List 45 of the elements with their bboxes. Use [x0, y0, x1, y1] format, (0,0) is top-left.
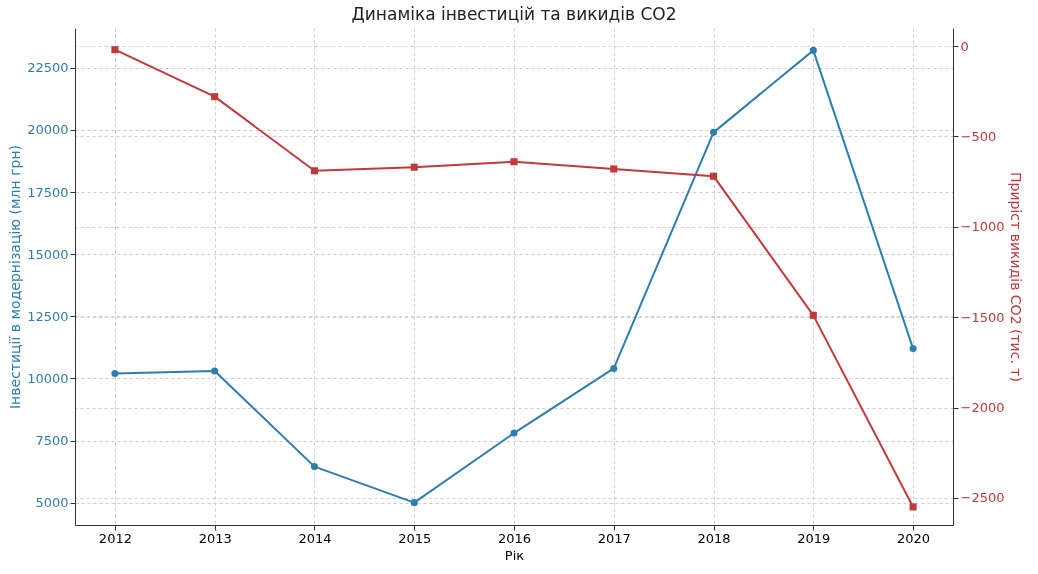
point	[211, 93, 219, 101]
point	[909, 503, 917, 511]
point	[410, 499, 418, 507]
point	[610, 364, 618, 372]
x-tick-label: 2017	[597, 530, 631, 546]
y2-tick-label: −2500	[960, 490, 1005, 506]
y-axis-title: Інвестиції в модернізацію (млн грн)	[7, 144, 24, 410]
point	[510, 429, 518, 437]
point	[710, 128, 718, 136]
point	[510, 158, 518, 166]
point	[610, 165, 618, 173]
y-tick-label: 22500	[27, 60, 69, 76]
y-tick-label: 20000	[27, 122, 69, 138]
y2-axis-title: Приріст викидів CO2 (тис. т)	[1008, 172, 1025, 382]
point	[111, 369, 119, 377]
point	[310, 463, 318, 471]
x-tick-label: 2013	[198, 530, 232, 546]
y-tick-label: 15000	[27, 246, 69, 262]
y2-tick-label: −1000	[960, 219, 1005, 235]
x-tick-label: 2018	[697, 530, 731, 546]
x-axis-title: Рік	[504, 547, 525, 563]
y2-tick-label: −500	[960, 128, 997, 144]
y-tick-label: 12500	[27, 308, 69, 324]
x-tick-label: 2016	[497, 530, 532, 546]
x-tick-label: 2020	[897, 530, 931, 546]
y-tick-label: 17500	[27, 184, 69, 200]
point	[809, 311, 817, 319]
chart-title: Динаміка інвестицій та викидів CO2	[351, 4, 677, 24]
y-tick-label: 7500	[35, 433, 69, 449]
x-tick-label: 2015	[398, 530, 432, 546]
point	[410, 163, 418, 171]
y2-tick-label: 0	[960, 38, 969, 54]
y-tick-label: 5000	[35, 495, 69, 511]
y2-tick-label: −2000	[960, 400, 1005, 416]
point	[809, 46, 817, 54]
point	[111, 46, 119, 54]
y-tick-label: 10000	[27, 370, 69, 386]
x-tick-label: 2019	[797, 530, 831, 546]
y2-tick-label: −1500	[960, 309, 1005, 325]
x-tick-label: 2012	[98, 530, 132, 546]
point	[909, 345, 917, 353]
point	[710, 172, 718, 180]
x-tick-label: 2014	[298, 530, 332, 546]
point	[310, 167, 318, 175]
point	[211, 367, 219, 375]
